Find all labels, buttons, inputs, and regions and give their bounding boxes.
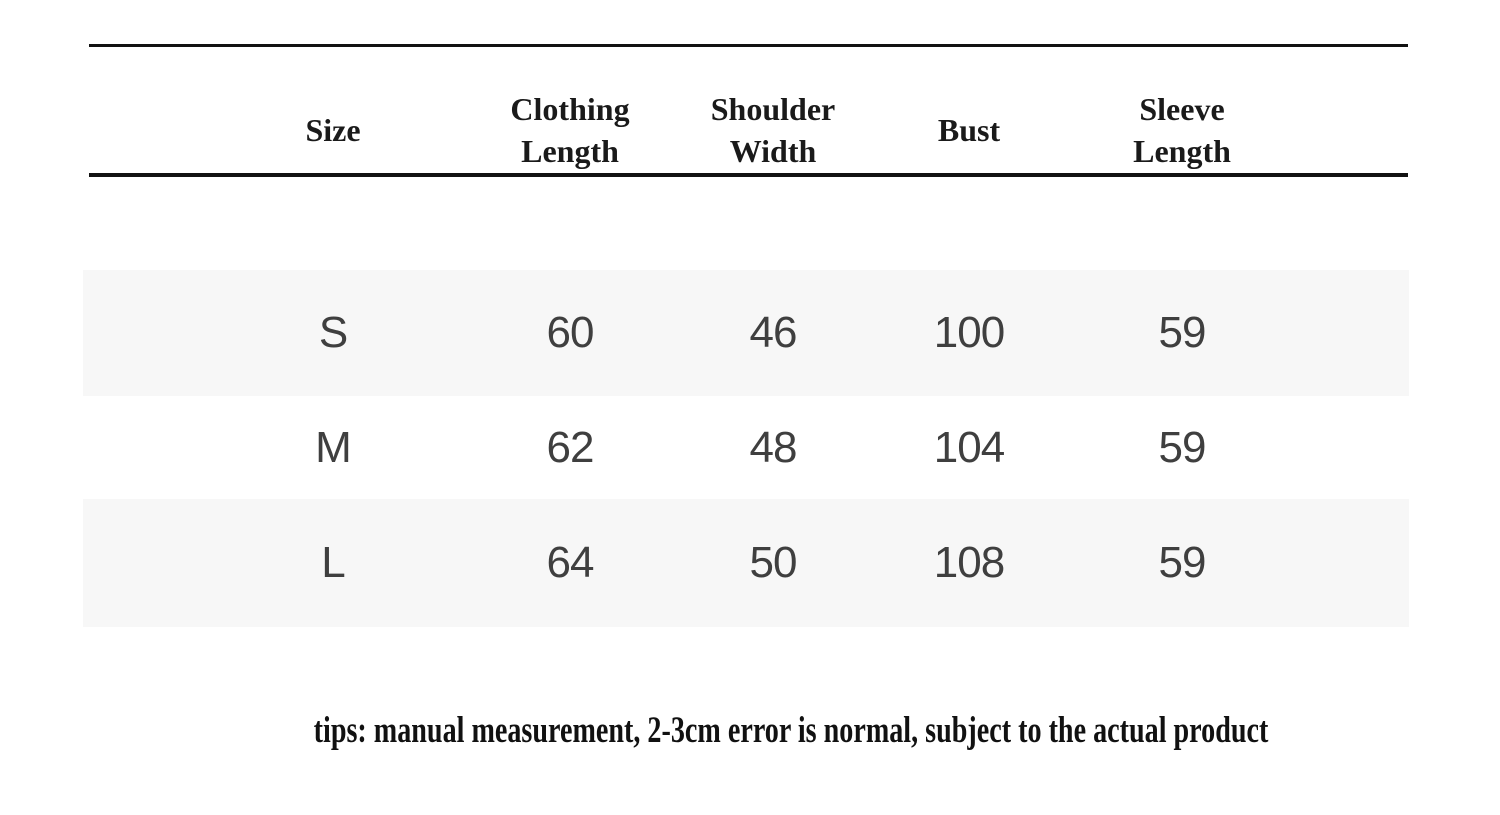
column-header-bust: Bust — [858, 88, 1080, 172]
header-line: Length — [521, 133, 619, 169]
header-spacer — [1284, 88, 1409, 172]
cell-clothing-length: 60 — [546, 308, 595, 357]
size-chart-table: Size Clothing Length Shoulder Width Bust… — [83, 0, 1409, 627]
header-line: Sleeve — [1139, 91, 1225, 127]
cell-clothing-length: 62 — [546, 422, 595, 472]
tips-text: tips: manual measurement, 2-3cm error is… — [313, 710, 1269, 751]
header-line: Length — [1133, 133, 1231, 169]
cell-size: S — [318, 308, 348, 357]
table-row-m: M 62 48 104 59 — [83, 396, 1409, 499]
header-line: Width — [729, 133, 817, 169]
cell-sleeve-length: 59 — [1158, 538, 1207, 587]
table-row-s: S 60 46 100 59 — [83, 270, 1409, 396]
cell-shoulder-width: 46 — [749, 308, 798, 357]
header-spacer — [83, 88, 214, 172]
header-line: Clothing — [510, 91, 630, 127]
header-line: Shoulder — [710, 91, 836, 127]
table-header-rule — [89, 173, 1408, 177]
table-body: S 60 46 100 59 M 62 48 104 59 L 64 50 10… — [83, 270, 1409, 627]
cell-size: M — [315, 422, 352, 472]
cell-size: L — [321, 538, 345, 587]
header-line: Size — [305, 112, 361, 148]
cell-shoulder-width: 48 — [749, 422, 798, 472]
cell-clothing-length: 64 — [546, 538, 595, 587]
column-header-sleeve-length: Sleeve Length — [1080, 88, 1284, 172]
cell-bust: 100 — [933, 308, 1005, 357]
table-row-l: L 64 50 108 59 — [83, 499, 1409, 627]
column-header-clothing-length: Clothing Length — [452, 88, 688, 172]
cell-bust: 108 — [933, 538, 1005, 587]
column-header-size: Size — [214, 88, 452, 172]
cell-bust: 104 — [933, 422, 1005, 472]
table-top-rule — [89, 44, 1408, 47]
table-header-row: Size Clothing Length Shoulder Width Bust… — [83, 47, 1409, 173]
header-line: Bust — [937, 112, 1001, 148]
cell-sleeve-length: 59 — [1158, 422, 1207, 472]
cell-sleeve-length: 59 — [1158, 308, 1207, 357]
column-header-shoulder-width: Shoulder Width — [688, 88, 858, 172]
cell-shoulder-width: 50 — [749, 538, 798, 587]
